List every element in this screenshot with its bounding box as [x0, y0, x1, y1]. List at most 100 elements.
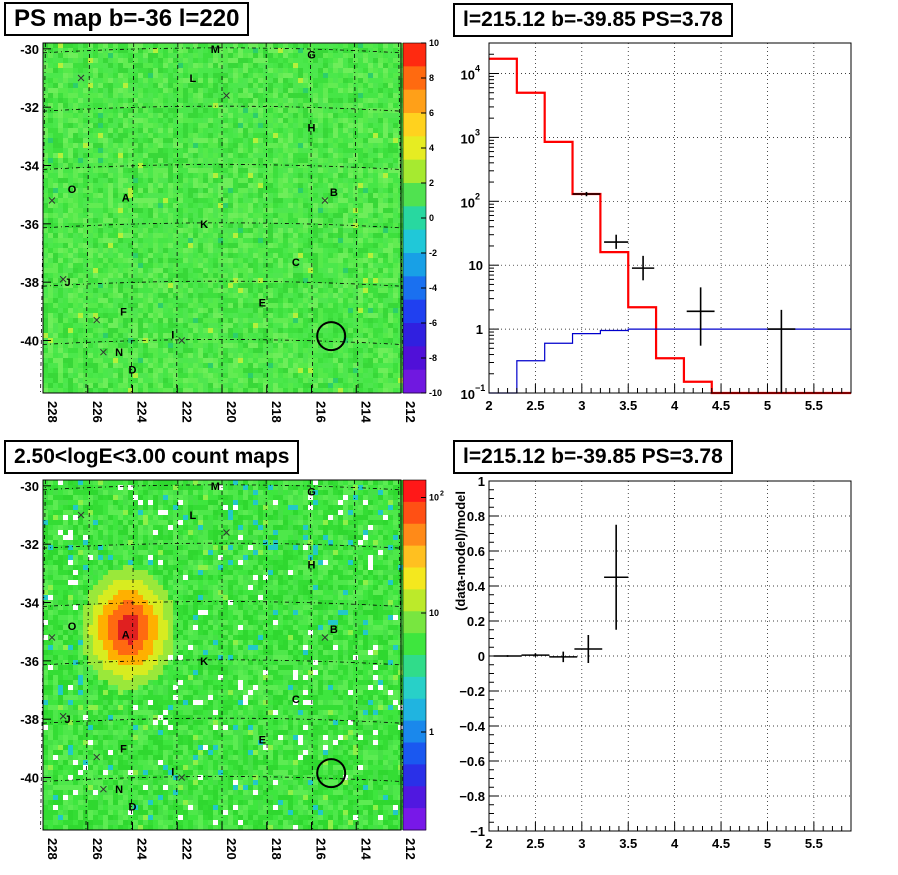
map-pixel: [383, 68, 388, 73]
map-pixel: [98, 188, 103, 193]
map-pixel: [333, 368, 338, 373]
map-pixel: [153, 343, 158, 348]
map-pixel: [208, 318, 213, 323]
map-pixel: [83, 368, 88, 373]
map-pixel: [333, 43, 338, 48]
map-pixel: [43, 118, 48, 123]
map-pixel: [188, 383, 193, 388]
map-pixel: [253, 308, 258, 313]
map-pixel: [68, 113, 73, 118]
map-pixel: [388, 58, 393, 63]
map-pixel: [293, 313, 298, 318]
map-pixel: [208, 108, 213, 113]
map-pixel: [143, 173, 148, 178]
map-pixel: [273, 378, 278, 383]
map-pixel: [313, 98, 318, 103]
map-pixel: [78, 228, 83, 233]
map-pixel: [63, 58, 68, 63]
map-pixel: [338, 353, 343, 358]
map-pixel: [268, 268, 273, 273]
map-pixel: [288, 58, 293, 63]
map-pixel: [68, 173, 73, 178]
map-pixel: [153, 263, 158, 268]
map-pixel: [93, 243, 98, 248]
map-pixel: [118, 203, 123, 208]
map-pixel: [88, 348, 93, 353]
map-pixel: [158, 68, 163, 73]
map-pixel: [213, 213, 218, 218]
map-pixel: [278, 123, 283, 128]
map-pixel: [193, 78, 198, 83]
map-pixel: [193, 273, 198, 278]
map-pixel: [123, 248, 128, 253]
map-pixel: [78, 378, 83, 383]
map-pixel: [358, 93, 363, 98]
map-pixel: [123, 383, 128, 388]
map-pixel: [333, 63, 338, 68]
map-pixel: [343, 98, 348, 103]
map-pixel: [303, 223, 308, 228]
map-pixel: [323, 178, 328, 183]
map-pixel: [333, 318, 338, 323]
map-pixel: [388, 143, 393, 148]
map-pixel: [348, 308, 353, 313]
map-pixel: [373, 263, 378, 268]
map-pixel: [283, 93, 288, 98]
map-pixel: [288, 168, 293, 173]
map-pixel: [158, 153, 163, 158]
map-pixel: [358, 348, 363, 353]
map-pixel: [313, 53, 318, 58]
map-pixel: [178, 228, 183, 233]
map-pixel: [223, 223, 228, 228]
map-pixel: [183, 283, 188, 288]
map-pixel: [173, 268, 178, 273]
map-pixel: [143, 148, 148, 153]
map-pixel: [273, 243, 278, 248]
map-pixel: [373, 173, 378, 178]
map-pixel: [178, 268, 183, 273]
map-pixel: [203, 258, 208, 263]
map-pixel: [238, 53, 243, 58]
map-pixel: [78, 303, 83, 308]
map-pixel: [268, 63, 273, 68]
map-pixel: [133, 273, 138, 278]
map-pixel: [183, 213, 188, 218]
map-pixel: [118, 68, 123, 73]
map-pixel: [173, 328, 178, 333]
map-pixel: [298, 178, 303, 183]
map-pixel: [208, 98, 213, 103]
map-pixel: [153, 88, 158, 93]
map-pixel: [338, 283, 343, 288]
map-pixel: [218, 273, 223, 278]
map-pixel: [308, 178, 313, 183]
map-pixel: [268, 143, 273, 148]
map-pixel: [183, 93, 188, 98]
map-pixel: [203, 238, 208, 243]
map-pixel: [303, 193, 308, 198]
map-pixel: [143, 88, 148, 93]
map-pixel: [198, 123, 203, 128]
map-pixel: [48, 318, 53, 323]
map-pixel: [203, 338, 208, 343]
map-pixel: [373, 253, 378, 258]
map-pixel: [48, 183, 53, 188]
map-pixel: [213, 268, 218, 273]
map-pixel: [328, 103, 333, 108]
map-pixel: [123, 108, 128, 113]
map-pixel: [253, 293, 258, 298]
map-pixel: [163, 268, 168, 273]
map-pixel: [98, 58, 103, 63]
map-pixel: [98, 138, 103, 143]
map-pixel: [228, 338, 233, 343]
map-pixel: [273, 353, 278, 358]
map-pixel: [323, 58, 328, 63]
map-pixel: [183, 128, 188, 133]
map-pixel: [108, 218, 113, 223]
map-pixel: [248, 213, 253, 218]
map-pixel: [353, 53, 358, 58]
map-pixel: [358, 43, 363, 48]
map-pixel: [168, 173, 173, 178]
map-pixel: [168, 58, 173, 63]
map-pixel: [348, 348, 353, 353]
map-pixel: [213, 383, 218, 388]
